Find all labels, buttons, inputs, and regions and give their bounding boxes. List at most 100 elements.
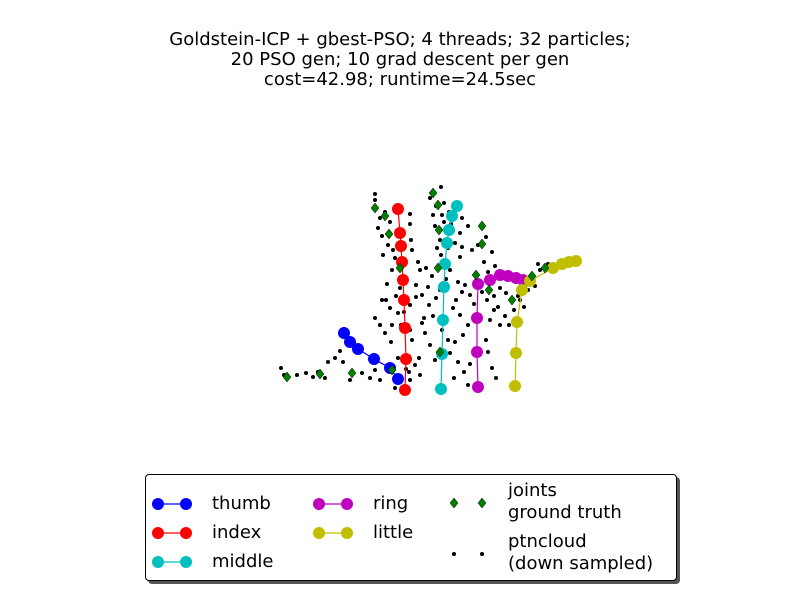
series-ptncloud (279, 185, 550, 390)
legend-label-index: index (212, 522, 262, 543)
cloud-point-136 (444, 277, 448, 281)
legend-label-thumb: thumb (212, 493, 271, 514)
cloud-point-19 (466, 224, 470, 228)
cloud-point-68 (460, 290, 464, 294)
cloud-point-0 (373, 192, 377, 196)
cloud-point-61 (394, 294, 398, 298)
cloud-point-90 (503, 314, 507, 318)
cloud-point-71 (458, 313, 462, 317)
thumb-joint-3 (368, 353, 380, 365)
cloud-point-75 (448, 351, 452, 355)
gt-joint-15 (435, 346, 445, 358)
cloud-point-93 (490, 366, 494, 370)
ring-joint-8 (472, 381, 484, 393)
cloud-point-80 (468, 362, 472, 366)
thumb-joint-2 (352, 343, 364, 355)
legend-marker-ptncloud (452, 552, 484, 556)
little-joint-2 (556, 258, 568, 270)
index-joint-6 (399, 322, 411, 334)
cloud-point-142 (408, 303, 412, 307)
cloud-point-138 (378, 323, 382, 327)
cloud-point-143 (414, 295, 418, 299)
cloud-point-88 (492, 294, 496, 298)
cloud-point-108 (418, 373, 422, 377)
legend-marker-little (313, 527, 353, 539)
cloud-point-105 (498, 323, 502, 327)
cloud-point-37 (393, 256, 397, 260)
little-joint-3 (547, 262, 559, 274)
cloud-point-145 (380, 298, 384, 302)
index-joint-7 (400, 353, 412, 365)
cloud-point-76 (456, 360, 460, 364)
cloud-point-50 (420, 321, 424, 325)
cloud-point-47 (434, 296, 438, 300)
gt-joint-19 (347, 367, 357, 379)
cloud-point-34 (386, 243, 390, 247)
cloud-point-60 (396, 311, 400, 315)
cloud-point-49 (431, 314, 435, 318)
cloud-point-133 (472, 302, 476, 306)
cloud-point-27 (486, 270, 490, 274)
cloud-point-25 (490, 250, 494, 254)
cloud-point-85 (480, 290, 484, 294)
cloud-point-48 (427, 303, 431, 307)
little-joint-8 (509, 380, 521, 392)
cloud-point-81 (484, 338, 488, 342)
cloud-point-63 (390, 268, 394, 272)
cloud-point-114 (348, 378, 352, 382)
gt-joint-14 (507, 294, 517, 306)
cloud-point-139 (373, 316, 377, 320)
legend-marker-thumb (152, 498, 192, 510)
cloud-point-78 (452, 376, 456, 380)
series-joints (282, 187, 550, 383)
legend-marker-index (152, 527, 192, 539)
cloud-point-21 (458, 255, 462, 259)
middle-joint-5 (438, 281, 450, 293)
cloud-point-54 (407, 370, 411, 374)
legend-item-thumb: thumb (152, 493, 271, 515)
cloud-point-122 (304, 371, 308, 375)
middle-joint-0 (451, 200, 463, 212)
cloud-point-10 (460, 216, 464, 220)
cloud-point-70 (451, 306, 455, 310)
cloud-point-7 (440, 213, 444, 217)
cloud-point-72 (466, 323, 470, 327)
cloud-point-8 (442, 220, 446, 224)
ring-joint-7 (471, 346, 483, 358)
cloud-point-52 (410, 338, 414, 342)
cloud-point-115 (341, 360, 345, 364)
gt-joint-17 (282, 371, 292, 383)
gt-joint-11 (484, 284, 494, 296)
legend-label-ring: ring (373, 493, 409, 514)
cloud-point-45 (430, 274, 434, 278)
cloud-point-87 (504, 291, 508, 295)
cloud-point-22 (470, 248, 474, 252)
legend-item-ring: ring (313, 493, 408, 515)
gt-joint-2 (370, 202, 380, 214)
chart-title: Goldstein-ICP + gbest-PSO; 4 threads; 32… (0, 30, 800, 90)
legend-label-joints: joints ground truth (508, 480, 622, 524)
legend-item-ptncloud: ptncloud (down sampled) (448, 531, 653, 574)
cloud-point-41 (410, 248, 414, 252)
cloud-point-57 (383, 331, 387, 335)
cloud-point-65 (398, 286, 402, 290)
cloud-point-112 (368, 376, 372, 380)
cloud-point-1 (373, 198, 377, 202)
legend-label-joints-line1: joints (508, 480, 557, 501)
cloud-point-18 (458, 231, 462, 235)
cloud-point-17 (453, 241, 457, 245)
title-line-1: Goldstein-ICP + gbest-PSO; 4 threads; 32… (169, 29, 631, 50)
middle-joint-4 (439, 258, 451, 270)
cloud-point-146 (414, 283, 418, 287)
title-line-2: 20 PSO gen; 10 grad descent per gen (230, 49, 570, 70)
cloud-point-79 (466, 383, 470, 387)
cloud-point-5 (442, 201, 446, 205)
cloud-point-28 (493, 264, 497, 268)
cloud-point-94 (494, 376, 498, 380)
cloud-point-131 (440, 328, 444, 332)
gt-joint-10 (471, 269, 481, 281)
ring-joint-5 (472, 278, 484, 290)
cloud-point-15 (439, 253, 443, 257)
cloud-point-135 (463, 283, 467, 287)
legend-label-joints-line2: ground truth (508, 502, 622, 523)
